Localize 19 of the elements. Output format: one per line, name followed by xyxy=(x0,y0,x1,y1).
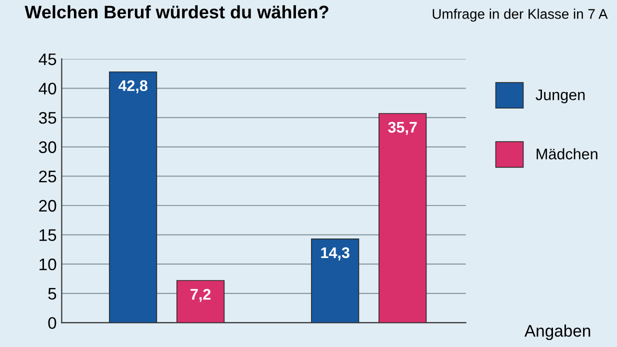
legend-label: Mädchen xyxy=(536,148,598,160)
y-tick-label: 45 xyxy=(38,54,56,66)
y-tick-label: 35 xyxy=(38,112,56,124)
y-tick-label: 30 xyxy=(38,141,56,154)
text: Umfrage in der Klasse in 7 A xyxy=(432,8,608,22)
data-label: 14,3 xyxy=(321,247,350,260)
y-tick-label: 20 xyxy=(39,200,56,212)
data-label: 7,2 xyxy=(190,288,211,302)
text: Angaben xyxy=(524,324,590,340)
legend-label: Jungen xyxy=(536,90,585,104)
data-label: 35,7 xyxy=(388,122,417,135)
chart-title: Welchen Beruf würdest du wählen? xyxy=(24,5,328,18)
y-tick-label: 25 xyxy=(39,170,56,182)
y-tick-label: 5 xyxy=(48,288,56,300)
y-tick-label: 0 xyxy=(48,317,56,329)
y-tick-label: 10 xyxy=(40,258,56,270)
y-tick-label: 40 xyxy=(38,82,56,94)
y-tick-label: 15 xyxy=(40,229,56,242)
data-label: 42,8 xyxy=(118,80,148,94)
